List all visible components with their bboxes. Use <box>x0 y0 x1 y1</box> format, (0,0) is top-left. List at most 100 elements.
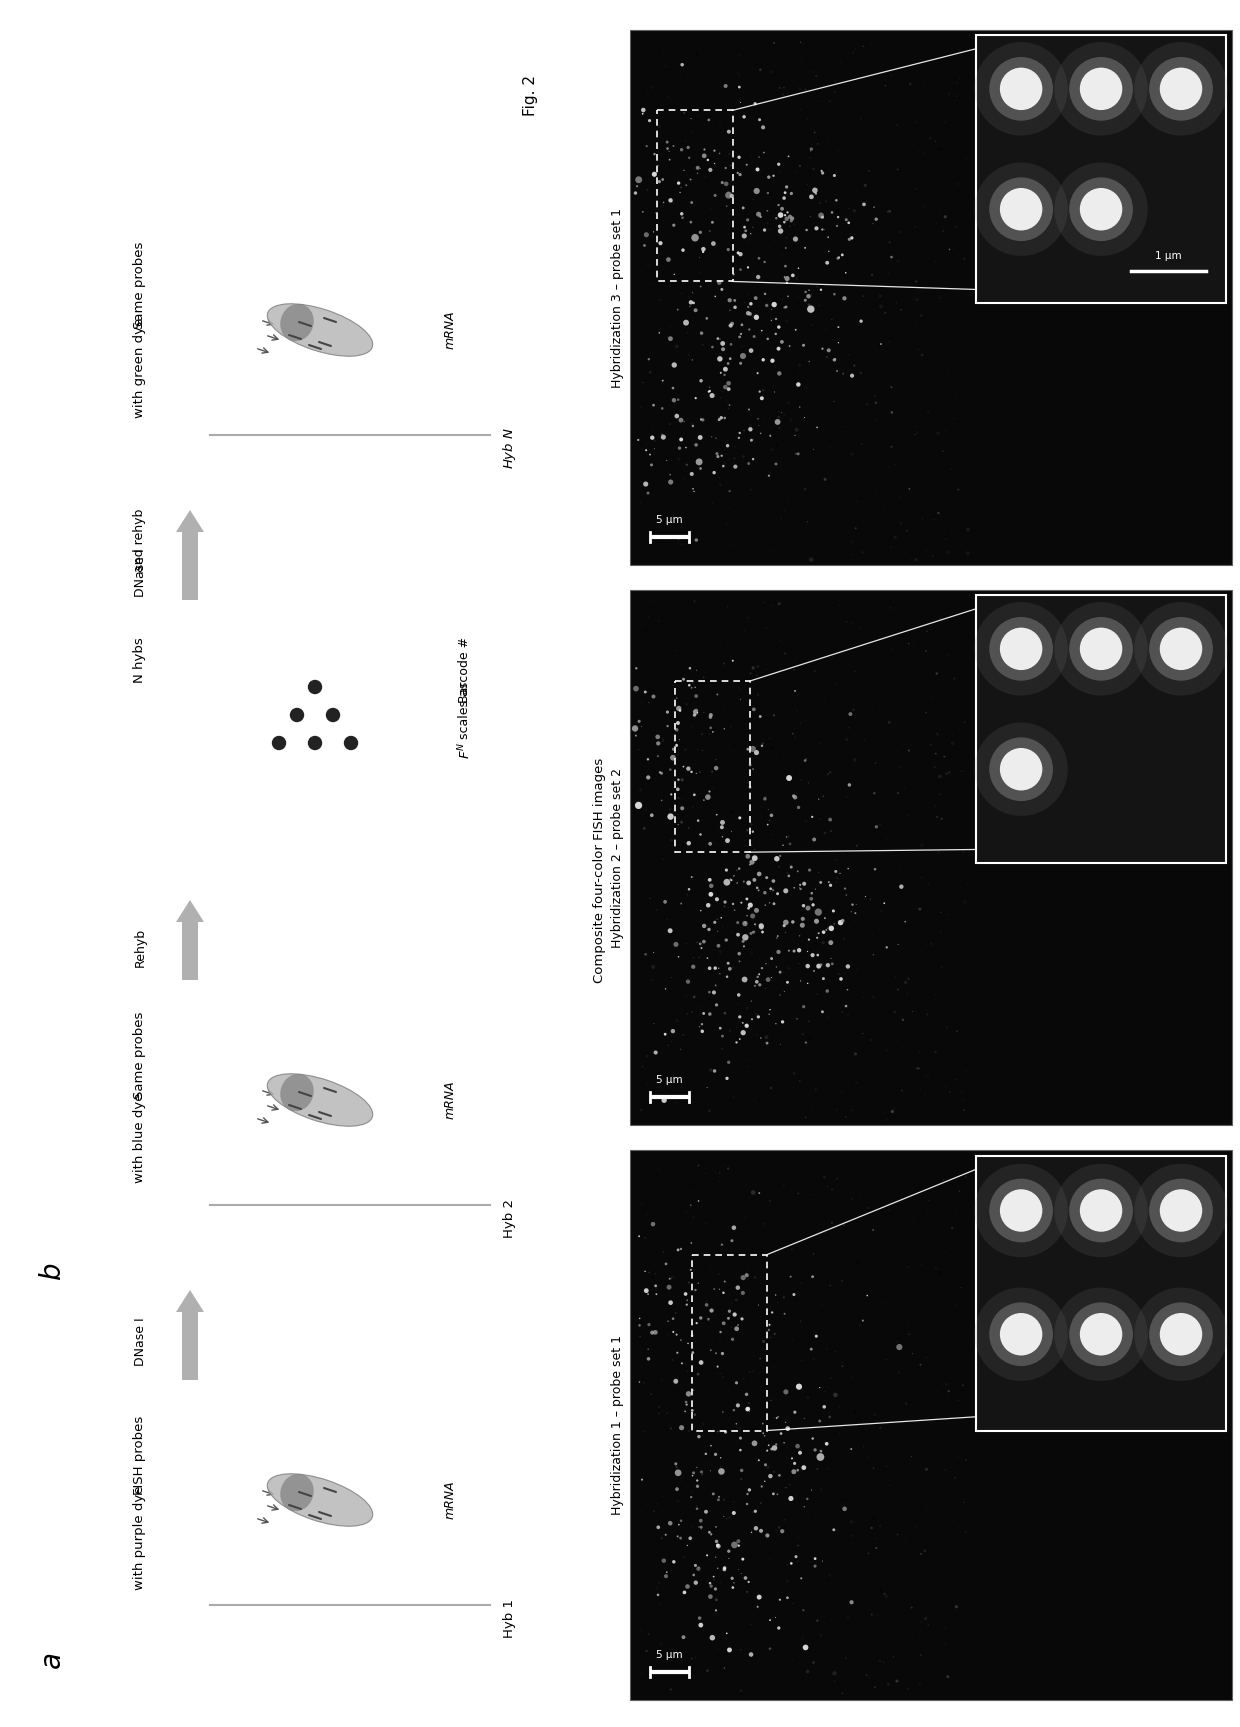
Text: 1 μm: 1 μm <box>1156 250 1182 261</box>
Point <box>807 1066 827 1093</box>
Point <box>658 698 678 725</box>
Point <box>740 411 760 439</box>
Point <box>932 130 952 157</box>
Point <box>682 758 702 786</box>
Point <box>665 1202 684 1230</box>
Point <box>842 1435 862 1463</box>
Point <box>687 858 707 886</box>
Point <box>730 1026 750 1053</box>
Point <box>880 751 900 779</box>
Point <box>863 1216 883 1243</box>
Point <box>766 1281 786 1309</box>
Point <box>714 893 734 920</box>
Point <box>713 1152 733 1180</box>
Point <box>713 705 733 732</box>
Point <box>629 166 649 193</box>
Point <box>743 736 763 763</box>
Point <box>729 185 749 212</box>
Point <box>870 1668 890 1696</box>
Point <box>703 394 723 421</box>
Point <box>758 180 777 207</box>
Point <box>742 1641 761 1668</box>
Point <box>934 1382 954 1409</box>
Point <box>739 1397 759 1425</box>
Point <box>797 375 817 402</box>
Point <box>720 596 740 623</box>
Point <box>729 855 749 882</box>
Point <box>836 1104 856 1131</box>
Point <box>792 1021 812 1048</box>
Point <box>742 183 761 211</box>
Point <box>844 430 864 458</box>
Point <box>956 1445 976 1473</box>
Point <box>722 789 742 817</box>
Point <box>928 535 947 563</box>
Point <box>945 214 965 242</box>
Point <box>639 1098 658 1126</box>
Point <box>885 523 905 551</box>
Point <box>691 762 711 789</box>
Point <box>701 126 720 154</box>
Point <box>724 1499 744 1527</box>
Point <box>750 703 770 731</box>
Point <box>838 1604 858 1632</box>
Point <box>680 1306 699 1333</box>
Point <box>815 1394 835 1421</box>
Point <box>908 1401 928 1428</box>
Point <box>739 1649 759 1677</box>
Point <box>725 287 745 314</box>
Point <box>773 1214 792 1242</box>
Point <box>816 667 836 694</box>
Point <box>722 309 742 337</box>
Point <box>715 1000 735 1028</box>
Point <box>660 620 680 648</box>
Point <box>754 1195 774 1223</box>
Point <box>743 446 763 473</box>
Point <box>787 1630 807 1658</box>
Point <box>699 142 719 169</box>
Point <box>875 1332 895 1359</box>
Point <box>739 1568 759 1596</box>
Point <box>640 594 660 622</box>
Point <box>649 269 668 297</box>
Point <box>820 1337 839 1364</box>
Point <box>743 686 763 713</box>
Point <box>817 1430 837 1458</box>
Point <box>910 1670 930 1698</box>
Text: DNase I: DNase I <box>134 1318 146 1366</box>
Point <box>682 119 702 147</box>
Point <box>761 59 781 86</box>
Point <box>632 689 652 717</box>
Point <box>744 52 764 79</box>
Point <box>954 627 973 655</box>
Point <box>720 171 740 199</box>
Point <box>734 767 754 794</box>
Point <box>889 111 909 138</box>
Point <box>684 1546 704 1573</box>
Point <box>657 128 677 155</box>
Point <box>790 1067 810 1095</box>
Point <box>683 475 703 503</box>
Point <box>811 326 831 354</box>
Point <box>926 209 946 237</box>
Point <box>785 724 805 751</box>
Point <box>939 1430 959 1458</box>
Point <box>644 1010 663 1038</box>
Point <box>802 1093 822 1121</box>
Point <box>769 591 789 618</box>
Point <box>906 1653 926 1680</box>
Point <box>723 953 743 981</box>
Point <box>792 1451 812 1478</box>
Point <box>832 725 852 753</box>
Point <box>719 544 739 572</box>
Point <box>858 1444 878 1471</box>
Point <box>639 895 658 922</box>
Point <box>712 950 732 977</box>
Point <box>750 1490 770 1518</box>
Point <box>959 516 978 544</box>
Point <box>711 1325 730 1352</box>
Point <box>836 1644 856 1672</box>
Point <box>900 1105 920 1133</box>
Point <box>906 309 926 337</box>
Point <box>926 720 946 748</box>
